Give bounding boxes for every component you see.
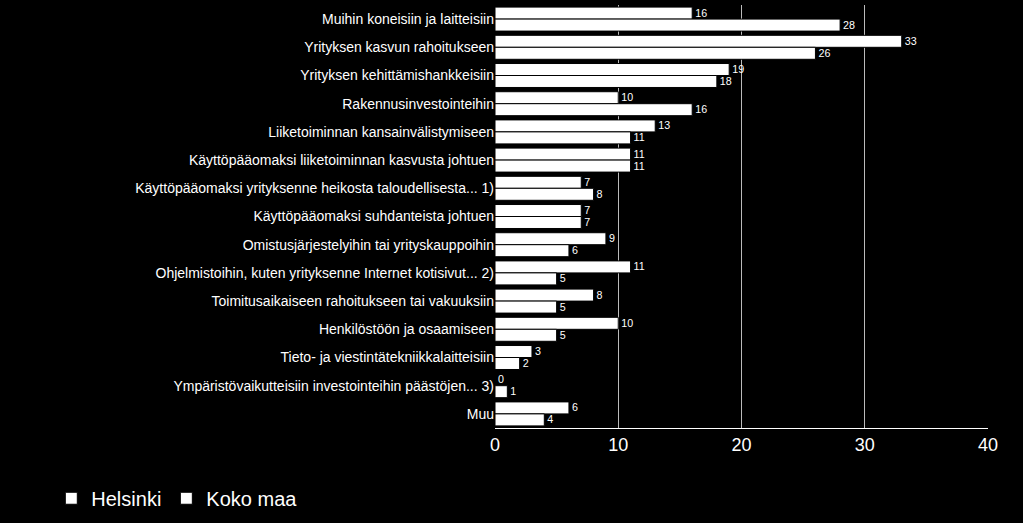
svg-text:Käyttöpääomaksi liiketoiminnan: Käyttöpääomaksi liiketoiminnan kasvusta …: [189, 152, 494, 168]
svg-text:16: 16: [695, 7, 707, 19]
svg-text:10: 10: [608, 435, 628, 455]
svg-text:Omistusjärjestelyihin tai yrit: Omistusjärjestelyihin tai yrityskauppoih…: [243, 237, 494, 253]
svg-text:9: 9: [609, 232, 615, 244]
svg-text:Tieto- ja viestintätekniikkala: Tieto- ja viestintätekniikkalaitteisiin: [281, 349, 494, 365]
svg-text:18: 18: [720, 75, 732, 87]
svg-text:16: 16: [695, 103, 707, 115]
svg-text:33: 33: [905, 35, 917, 47]
svg-text:Koko maa: Koko maa: [206, 488, 297, 510]
svg-text:11: 11: [634, 160, 645, 172]
svg-text:7: 7: [584, 216, 590, 228]
svg-text:1: 1: [510, 385, 516, 397]
svg-text:26: 26: [818, 47, 830, 59]
svg-text:8: 8: [597, 188, 603, 200]
svg-text:7: 7: [584, 204, 590, 216]
svg-text:Rakennusinvestointeihin: Rakennusinvestointeihin: [342, 96, 494, 112]
svg-text:5: 5: [560, 329, 566, 341]
svg-text:6: 6: [572, 401, 578, 413]
svg-text:7: 7: [584, 176, 590, 188]
svg-text:3: 3: [535, 345, 541, 357]
svg-text:Helsinki: Helsinki: [91, 488, 161, 510]
svg-text:Liiketoiminnan kansainvälistym: Liiketoiminnan kansainvälistymiseen: [268, 124, 494, 140]
svg-text:Henkilöstöön ja osaamiseen: Henkilöstöön ja osaamiseen: [319, 321, 494, 337]
svg-text:20: 20: [731, 435, 751, 455]
svg-text:Ympäristövaikutteisiin investo: Ympäristövaikutteisiin investointeihin p…: [173, 378, 494, 394]
svg-text:19: 19: [732, 63, 744, 75]
svg-text:6: 6: [572, 244, 578, 256]
svg-text:11: 11: [634, 260, 645, 272]
svg-text:Toimitusaikaiseen rahoitukseen: Toimitusaikaiseen rahoitukseen tai vakuu…: [212, 293, 494, 309]
svg-text:0: 0: [490, 435, 500, 455]
svg-text:28: 28: [843, 19, 855, 31]
svg-text:10: 10: [621, 317, 633, 329]
svg-text:Muu: Muu: [467, 406, 494, 422]
svg-text:8: 8: [597, 289, 603, 301]
svg-text:5: 5: [560, 272, 566, 284]
svg-text:11: 11: [634, 148, 645, 160]
svg-text:Ohjelmistoihin, kuten yritykse: Ohjelmistoihin, kuten yrityksenne Intern…: [156, 265, 494, 281]
svg-text:2: 2: [523, 357, 529, 369]
svg-text:Käyttöpääomaksi suhdanteista j: Käyttöpääomaksi suhdanteista johtuen: [254, 208, 495, 224]
svg-text:0: 0: [498, 373, 504, 385]
svg-text:11: 11: [634, 131, 645, 143]
svg-text:40: 40: [978, 435, 998, 455]
svg-text:30: 30: [855, 435, 875, 455]
svg-text:5: 5: [560, 301, 566, 313]
svg-text:Yrityksen kehittämishankkeisii: Yrityksen kehittämishankkeisiin: [300, 67, 494, 83]
svg-text:Käyttöpääomaksi yrityksenne he: Käyttöpääomaksi yrityksenne heikosta tal…: [135, 180, 494, 196]
svg-text:13: 13: [658, 119, 670, 131]
svg-text:10: 10: [621, 91, 633, 103]
svg-text:Muihin koneisiin ja laitteisii: Muihin koneisiin ja laitteisiin: [322, 11, 494, 27]
svg-text:Yrityksen kasvun rahoitukseen: Yrityksen kasvun rahoitukseen: [304, 39, 494, 55]
svg-text:4: 4: [547, 413, 553, 425]
